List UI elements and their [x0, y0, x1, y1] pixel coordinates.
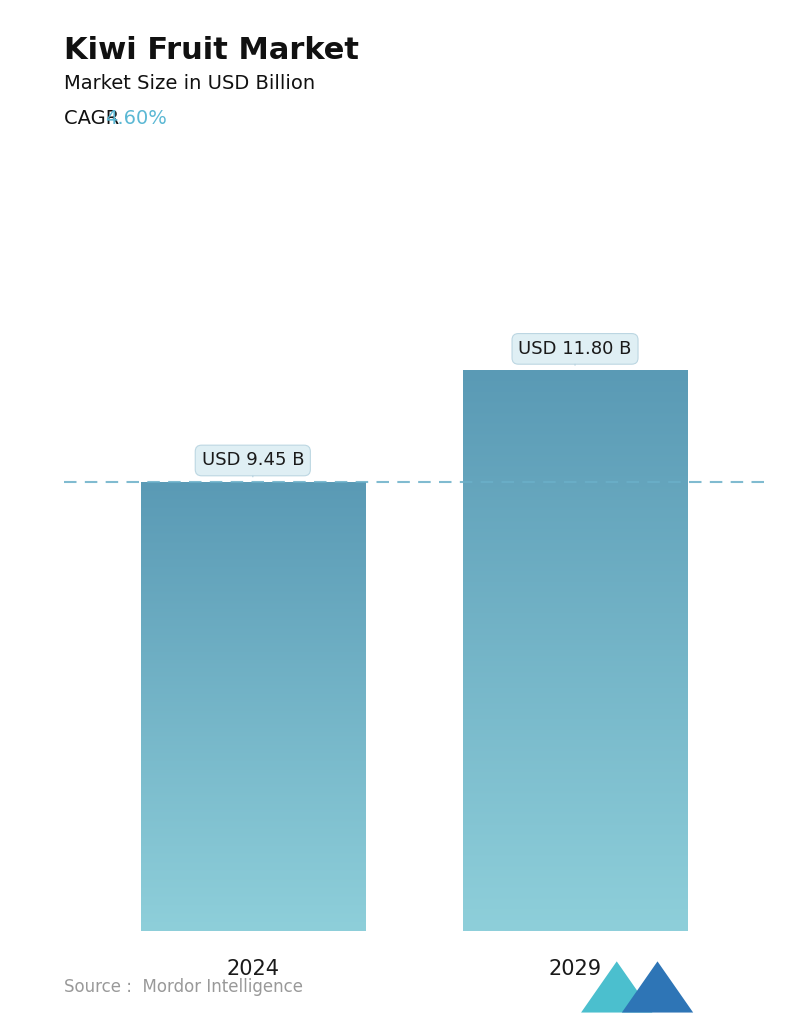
Text: Market Size in USD Billion: Market Size in USD Billion [64, 74, 314, 93]
Text: 4.60%: 4.60% [105, 109, 167, 127]
Text: 2024: 2024 [226, 960, 279, 979]
Text: CAGR: CAGR [64, 109, 125, 127]
Text: Source :  Mordor Intelligence: Source : Mordor Intelligence [64, 978, 302, 997]
Text: USD 9.45 B: USD 9.45 B [201, 452, 304, 469]
Text: Kiwi Fruit Market: Kiwi Fruit Market [64, 36, 359, 65]
Text: USD 11.80 B: USD 11.80 B [518, 340, 632, 358]
Text: 2029: 2029 [548, 960, 602, 979]
